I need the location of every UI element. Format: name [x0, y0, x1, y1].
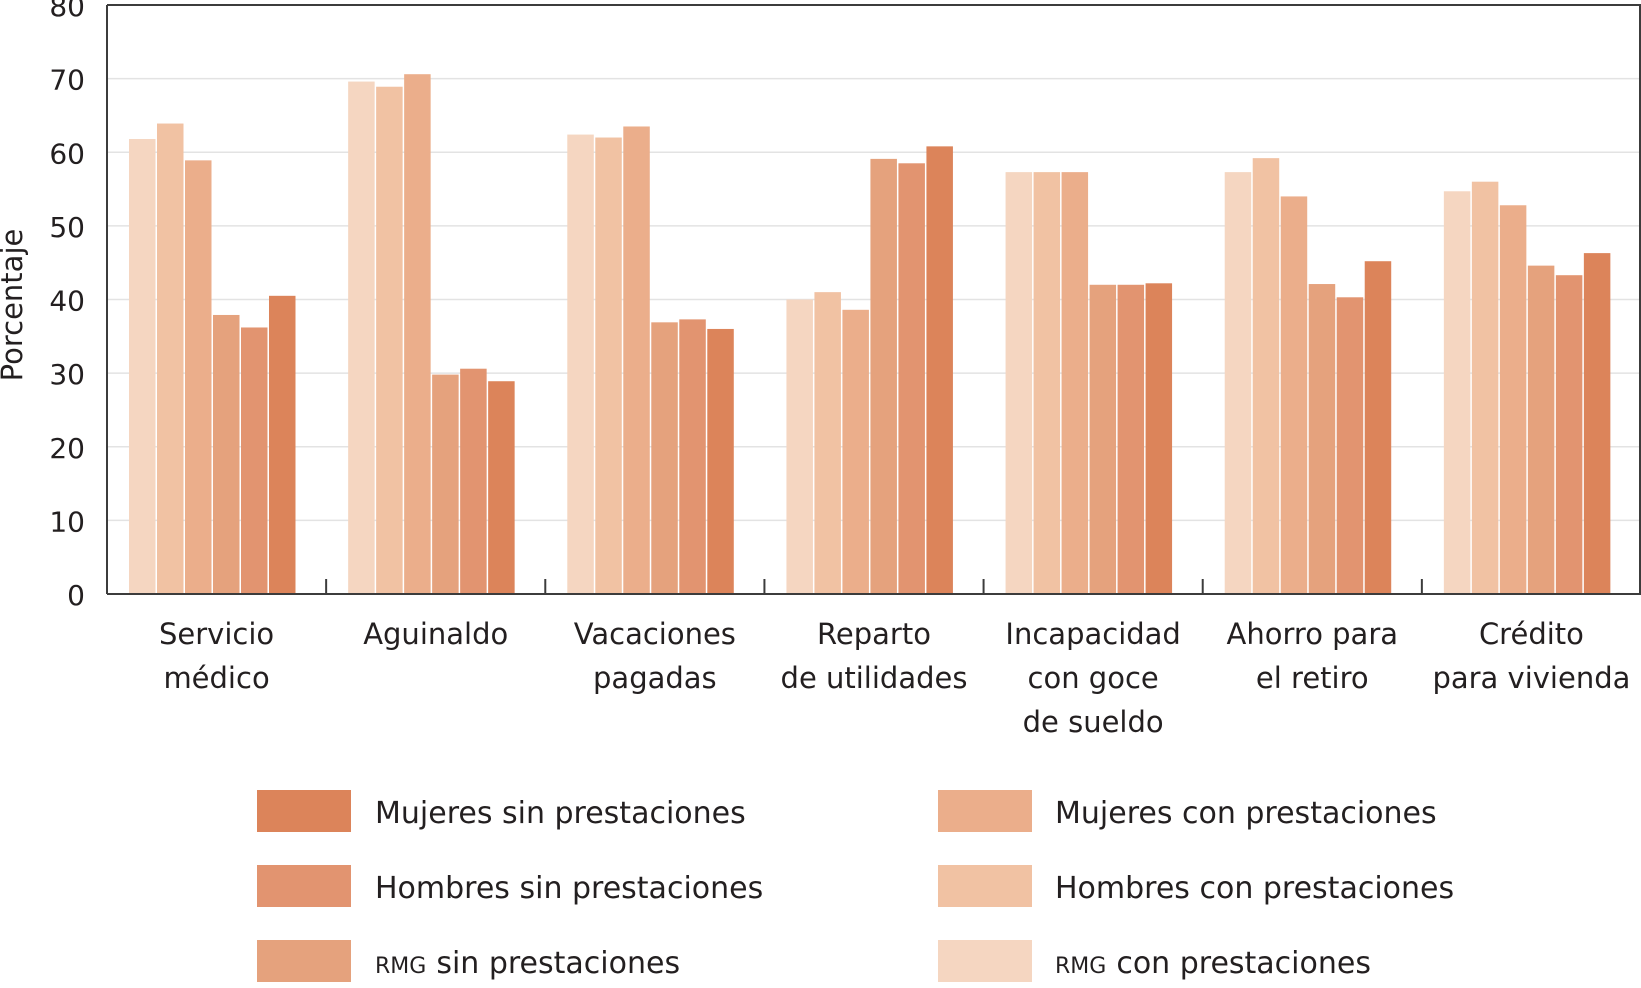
bar	[1033, 172, 1061, 594]
bar	[1443, 191, 1471, 595]
y-tick-label: 60	[49, 137, 85, 170]
bar	[488, 381, 515, 594]
bar	[1583, 253, 1611, 594]
legend-label: Hombres sin prestaciones	[375, 871, 763, 906]
y-tick-label: 70	[49, 64, 85, 97]
legend-swatch	[938, 865, 1032, 907]
legend-item: Hombres con prestaciones	[938, 865, 1454, 907]
bar	[623, 126, 650, 594]
bar	[1117, 284, 1145, 594]
legend-label: RMG con prestaciones	[1055, 946, 1371, 981]
x-tick-label: Aguinaldo	[363, 617, 508, 651]
bar	[432, 374, 459, 594]
y-tick-label: 30	[49, 358, 85, 391]
legend-swatch	[257, 790, 351, 832]
bar	[567, 134, 594, 594]
bar	[814, 292, 841, 594]
bar	[1089, 284, 1117, 594]
bar	[1005, 172, 1033, 594]
bar	[460, 368, 487, 594]
bar	[707, 328, 734, 594]
bar	[269, 295, 296, 594]
bar	[1280, 196, 1308, 595]
y-tick-label: 20	[49, 432, 85, 465]
bar	[595, 137, 622, 594]
bar	[1499, 205, 1527, 594]
bar	[786, 299, 813, 594]
legend-item: Mujeres con prestaciones	[938, 790, 1437, 832]
bar	[1308, 284, 1336, 594]
bar	[1527, 265, 1555, 594]
bar	[898, 163, 925, 594]
category-labels: Servicio médico Aguinaldo Vacaciones pagadas…	[159, 617, 1630, 739]
legend-item: RMG con prestaciones	[938, 940, 1371, 982]
legend: Mujeres sin prestaciones Hombres sin pres…	[257, 790, 1454, 982]
bar	[1252, 158, 1280, 594]
bar	[1471, 181, 1499, 594]
legend-swatch	[257, 940, 351, 982]
bar	[842, 309, 869, 594]
legend-swatch	[938, 790, 1032, 832]
bar	[1364, 261, 1392, 594]
x-tick-label: Incapacidad con goce de sueldo	[1005, 617, 1180, 739]
bar	[241, 327, 268, 594]
bar	[1336, 297, 1364, 594]
axes	[106, 4, 1641, 595]
x-tick-label: Reparto de utilidades	[781, 617, 968, 695]
legend-label: RMG sin prestaciones	[375, 946, 680, 981]
bar	[870, 158, 897, 594]
legend-swatch	[257, 865, 351, 907]
bar	[679, 319, 706, 594]
legend-label: Mujeres con prestaciones	[1055, 796, 1437, 831]
bar	[404, 74, 431, 594]
y-tick-label: 40	[49, 285, 85, 318]
bar	[1555, 275, 1583, 594]
bar	[651, 322, 678, 594]
x-tick-label: Vacaciones pagadas	[574, 617, 736, 695]
bars	[129, 74, 1611, 595]
bar	[348, 81, 375, 594]
y-tick-labels: 0 10 20 30 40 50 60 70 80	[49, 0, 85, 612]
legend-label: Mujeres sin prestaciones	[375, 796, 746, 831]
x-tick-label: Crédito para vivienda	[1432, 617, 1630, 695]
bar	[376, 86, 403, 594]
bar	[185, 160, 212, 594]
legend-swatch	[938, 940, 1032, 982]
y-tick-label: 10	[49, 505, 85, 538]
y-tick-label: 50	[49, 211, 85, 244]
bar	[1224, 172, 1252, 594]
bar	[1061, 172, 1089, 594]
legend-item: Mujeres sin prestaciones	[257, 790, 746, 832]
x-tick-label: Servicio médico	[159, 617, 274, 695]
y-tick-label: 0	[67, 579, 85, 612]
y-tick-label: 80	[49, 0, 85, 23]
legend-label: Hombres con prestaciones	[1055, 871, 1454, 906]
x-tick-label: Ahorro para el retiro	[1227, 617, 1399, 695]
y-axis-label: Porcentaje	[0, 229, 29, 382]
bar	[926, 146, 953, 595]
bar	[129, 138, 156, 594]
bar	[1145, 283, 1173, 594]
legend-item: RMG sin prestaciones	[257, 940, 680, 982]
legend-item: Hombres sin prestaciones	[257, 865, 763, 907]
bar	[213, 314, 240, 594]
bar	[157, 123, 184, 594]
